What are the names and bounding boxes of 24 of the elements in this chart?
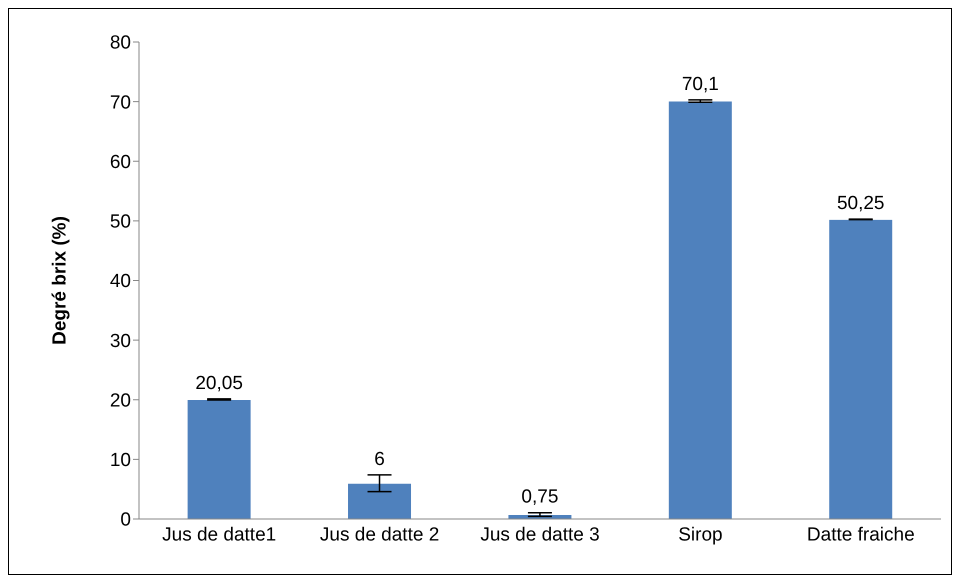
y-tick-label: 0 — [120, 510, 131, 531]
y-tick-label: 40 — [110, 271, 131, 292]
y-tick-label: 10 — [110, 450, 131, 472]
y-tick-label: 70 — [110, 92, 131, 114]
bar — [828, 218, 894, 519]
y-axis-title: Degré brix (%) — [50, 216, 71, 345]
bar — [186, 398, 252, 519]
data-label: 70,1 — [682, 74, 719, 95]
x-tick-label: Jus de datte1 — [162, 524, 276, 546]
data-label: 0,75 — [521, 486, 558, 508]
y-tick-label: 50 — [110, 212, 131, 233]
bar — [347, 482, 412, 519]
data-label: 50,25 — [836, 193, 884, 214]
x-tick-label: Datte fraiche — [806, 524, 915, 546]
bar — [668, 100, 733, 519]
x-tick-label: Jus de datte 3 — [480, 524, 600, 546]
y-tick-label: 60 — [110, 152, 131, 173]
y-tick-label: 20 — [110, 390, 131, 412]
data-label: 20,05 — [195, 372, 243, 394]
y-tick-label: 30 — [110, 330, 131, 352]
y-tick-label: 80 — [110, 32, 131, 54]
data-label: 6 — [374, 448, 385, 470]
x-tick-label: Sirop — [678, 524, 723, 546]
x-tick-label: Jus de datte 2 — [320, 524, 440, 546]
